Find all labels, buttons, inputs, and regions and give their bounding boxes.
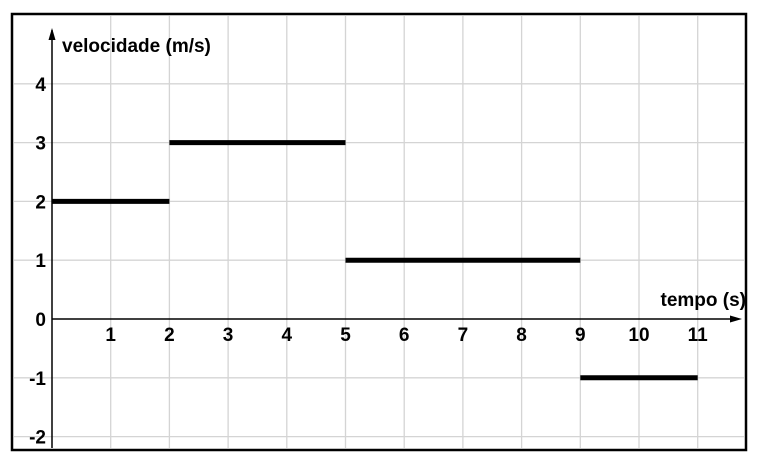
y-tick-label: -1 xyxy=(29,369,46,390)
x-tick-label: 5 xyxy=(340,325,351,346)
y-tick-label: 2 xyxy=(35,192,46,213)
y-tick-label: 4 xyxy=(35,75,46,96)
y-tick-label: 3 xyxy=(35,134,46,155)
y-tick-label: 0 xyxy=(35,310,46,331)
chart-frame xyxy=(12,14,746,450)
x-tick-label: 9 xyxy=(575,325,586,346)
x-tick-label: 4 xyxy=(282,325,293,346)
y-tick-label: -2 xyxy=(29,428,46,449)
x-tick-label: 7 xyxy=(458,325,469,346)
x-tick-label: 2 xyxy=(164,325,175,346)
y-tick-label: 1 xyxy=(35,251,46,272)
x-tick-label: 3 xyxy=(223,325,234,346)
x-tick-label: 11 xyxy=(688,325,709,346)
y-axis-label: velocidade (m/s) xyxy=(62,36,211,57)
x-tick-label: 1 xyxy=(105,325,116,346)
x-tick-label: 10 xyxy=(628,325,649,346)
x-tick-label: 8 xyxy=(516,325,527,346)
x-axis-label: tempo (s) xyxy=(661,290,747,311)
x-tick-label: 6 xyxy=(399,325,410,346)
